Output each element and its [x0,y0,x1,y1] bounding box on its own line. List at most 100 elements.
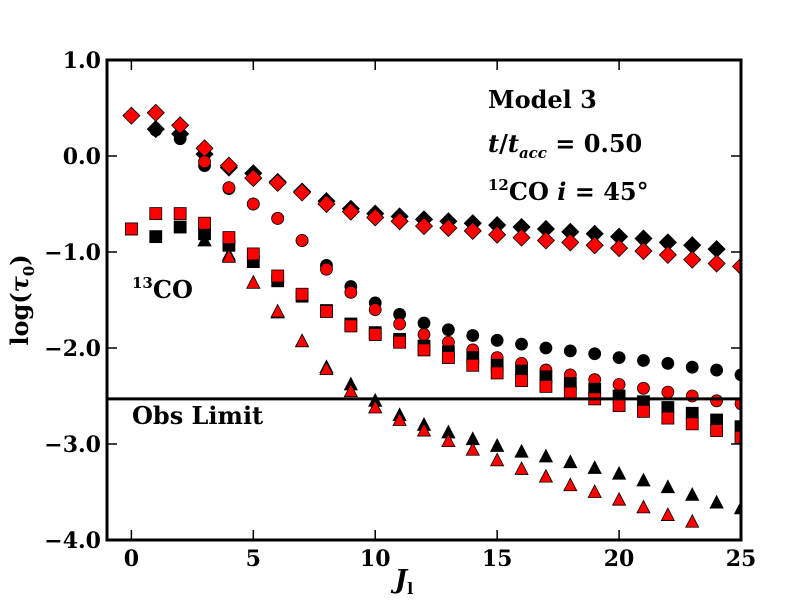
square-marker [515,374,528,388]
triangle-marker [538,448,554,463]
square-marker [271,269,285,283]
diamond-marker [414,217,434,236]
model-label: Model 3 [488,85,597,114]
square-marker [466,358,480,372]
triangle-marker [368,399,383,414]
y-tick-label: −1.0 [44,240,101,266]
square-marker [149,207,163,221]
square-marker [393,335,407,349]
circle-marker [515,337,528,351]
triangle-marker [733,500,741,515]
triangle-marker [611,491,627,506]
y-tick-label: 0.0 [63,144,101,170]
square-marker [734,430,741,444]
triangle-marker [514,461,529,475]
triangle-marker [489,452,505,467]
square-marker [563,386,577,400]
triangle-marker [636,499,651,514]
circle-marker [612,378,626,391]
circle-marker [685,360,699,374]
co13-text: CO [153,275,193,304]
circle-marker [173,132,187,146]
circle-marker [417,316,431,330]
diamond-marker [293,183,312,202]
circle-marker [320,262,333,276]
circle-marker [539,341,553,355]
diamond-marker [341,202,360,221]
square-marker [661,411,675,425]
circle-marker [295,234,309,247]
square-marker [734,420,741,434]
triangle-marker [563,454,578,469]
diamond-marker [439,218,458,238]
circle-marker [149,123,163,137]
time-tacc: t [508,129,519,158]
co13-label: 13CO [132,274,193,304]
x-axis-title: Jl [390,565,413,598]
diamond-marker [122,106,141,125]
x-tick-label: 20 [604,546,635,572]
circle-marker [198,155,211,169]
y-tick-label: −2.0 [44,336,101,362]
time-label: t/tacc = 0.50 [488,129,642,162]
diamond-marker [219,156,238,175]
triangle-marker [709,494,724,509]
triangle-marker [441,433,456,448]
diamond-marker [536,231,555,250]
y-tick-label: −4.0 [44,528,101,554]
y-axis-title-sub: 0 [20,266,38,276]
square-marker [246,247,260,261]
co12-text: CO [509,177,557,206]
square-marker [344,319,358,333]
y-tick-label: −3.0 [44,432,101,458]
diamond-marker [390,212,409,231]
triangle-marker [660,479,676,494]
diamond-marker [268,173,287,192]
triangle-marker [319,361,334,376]
time-acc-sub: acc [519,144,547,162]
circle-marker [637,381,650,395]
triangle-marker [660,507,676,521]
square-marker [124,222,138,236]
co12-sup: 12 [488,176,509,194]
diamond-marker [683,250,702,269]
diamond-marker [731,257,741,276]
circle-marker [246,197,260,211]
circle-marker [222,181,236,195]
circle-marker [417,328,431,341]
x-axis-title-sub: l [407,579,413,598]
circle-marker [710,394,724,408]
square-marker [710,424,724,437]
diamond-marker [463,221,482,240]
square-marker [368,328,382,341]
triangle-marker [246,274,261,289]
square-marker [173,207,187,221]
square-marker [149,230,163,244]
co13-sup: 13 [132,274,153,292]
triangle-marker [611,465,627,480]
data-markers [122,103,741,528]
time-slash: / [499,129,508,158]
square-marker [173,220,187,234]
time-value: = 0.50 [547,129,642,158]
circle-marker [466,329,480,342]
y-tick-label: 1.0 [63,48,101,74]
circle-marker [563,344,577,358]
x-tick-label: 10 [360,546,391,572]
y-axis-title-close: ) [5,254,34,265]
diamond-marker [561,233,580,252]
diamond-marker [244,169,263,188]
triangle-marker [197,232,212,247]
triangle-marker [685,487,700,501]
obs-limit-label: Obs Limit [132,401,263,430]
x-tick-label: 15 [482,546,513,572]
triangle-marker [563,477,578,492]
y-axis-title: log(τ0) [5,254,38,345]
co12-label: 12CO i = 45° [488,176,649,206]
triangle-marker [538,468,554,483]
co12-i: i [557,177,566,206]
triangle-marker [392,412,407,426]
circle-marker [612,351,626,365]
x-tick-label: 0 [124,546,139,572]
circle-marker [661,385,675,399]
